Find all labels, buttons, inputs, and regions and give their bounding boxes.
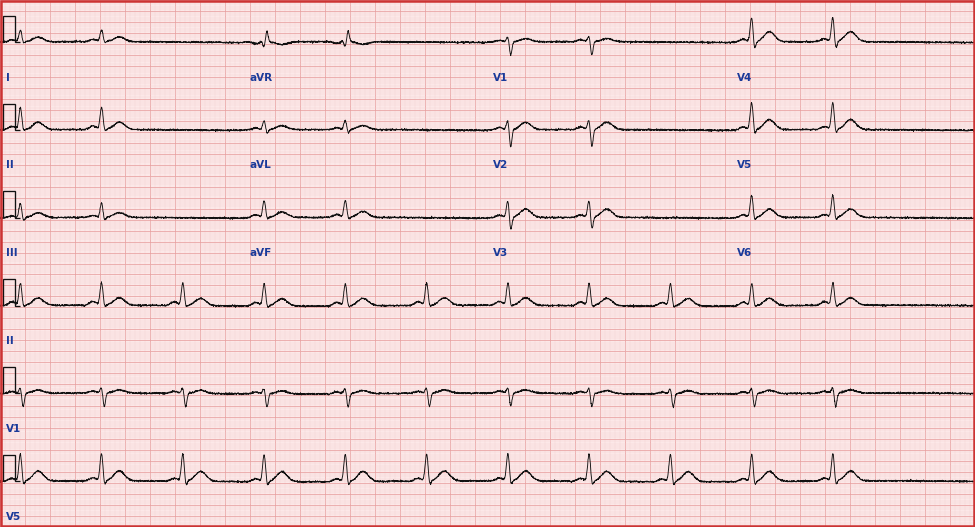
Text: V4: V4 bbox=[737, 73, 753, 83]
Text: aVL: aVL bbox=[250, 160, 271, 170]
Text: V5: V5 bbox=[737, 160, 753, 170]
Text: II: II bbox=[6, 160, 14, 170]
Text: V3: V3 bbox=[493, 248, 509, 258]
Text: I: I bbox=[6, 73, 10, 83]
Text: V1: V1 bbox=[6, 424, 21, 434]
Text: V1: V1 bbox=[493, 73, 509, 83]
Text: II: II bbox=[6, 336, 14, 346]
Text: aVF: aVF bbox=[250, 248, 272, 258]
Text: V2: V2 bbox=[493, 160, 509, 170]
Text: V6: V6 bbox=[737, 248, 753, 258]
Text: aVR: aVR bbox=[250, 73, 273, 83]
Text: V5: V5 bbox=[6, 512, 21, 522]
Text: III: III bbox=[6, 248, 18, 258]
